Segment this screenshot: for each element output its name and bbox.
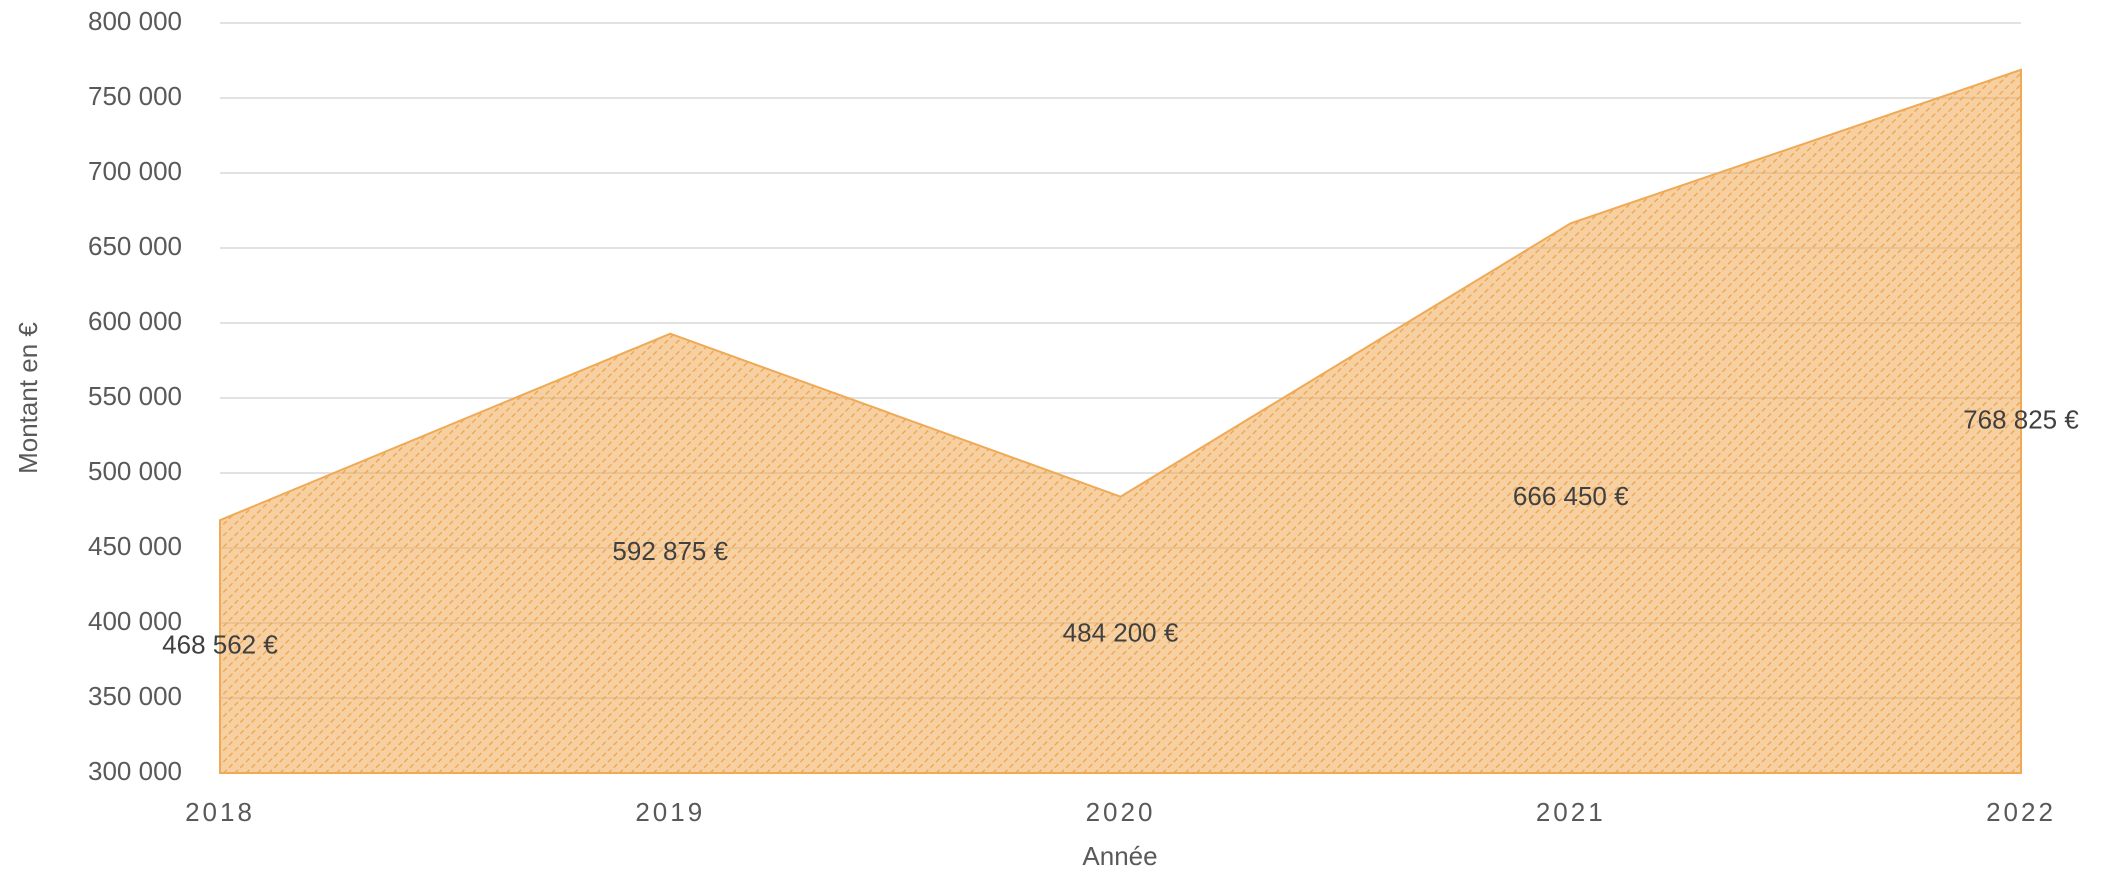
y-tick-label: 600 000: [88, 306, 182, 336]
x-tick-label: 2018: [185, 797, 255, 827]
data-label: 592 875 €: [612, 536, 728, 566]
y-tick-label: 300 000: [88, 756, 182, 786]
y-tick-label: 350 000: [88, 681, 182, 711]
y-tick-label: 650 000: [88, 231, 182, 261]
y-tick-label: 500 000: [88, 456, 182, 486]
data-label: 484 200 €: [1063, 618, 1179, 648]
y-axis-title: Montant en €: [13, 322, 43, 474]
y-tick-label: 750 000: [88, 81, 182, 111]
y-tick-label: 700 000: [88, 156, 182, 186]
data-label: 768 825 €: [1963, 404, 2079, 434]
data-label: 468 562 €: [162, 629, 278, 659]
x-tick-label: 2019: [635, 797, 705, 827]
x-tick-label: 2022: [1986, 797, 2056, 827]
y-tick-label: 550 000: [88, 381, 182, 411]
y-tick-label: 450 000: [88, 531, 182, 561]
area: [219, 68, 2022, 774]
y-tick-label: 400 000: [88, 606, 182, 636]
y-tick-label: 800 000: [88, 6, 182, 36]
data-label: 666 450 €: [1513, 481, 1629, 511]
x-axis-title: Année: [1082, 841, 1157, 869]
x-tick-label: 2020: [1086, 797, 1156, 827]
x-tick-label: 2021: [1536, 797, 1606, 827]
